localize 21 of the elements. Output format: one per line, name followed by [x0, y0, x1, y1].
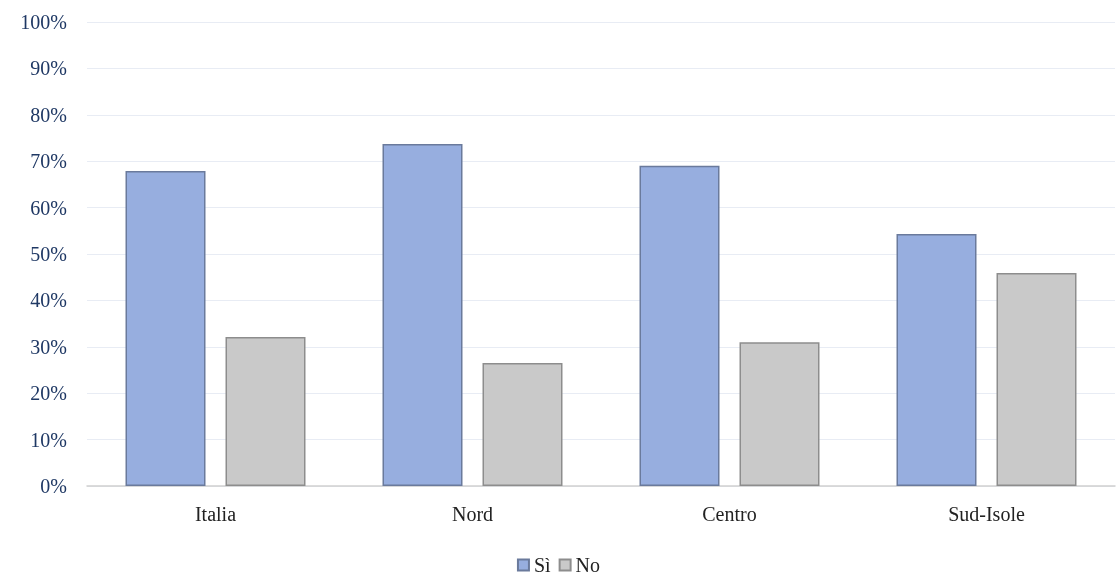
y-tick-label: 30%: [30, 335, 67, 358]
legend-label: No: [575, 554, 601, 576]
y-tick-label: 70%: [30, 150, 67, 173]
y-tick-label: 10%: [30, 428, 67, 451]
bar: [896, 234, 977, 486]
y-tick-label: 80%: [30, 103, 67, 126]
bar: [639, 165, 720, 486]
y-tick-label: 60%: [30, 196, 67, 219]
y-tick-label: 40%: [30, 289, 67, 312]
y-tick-label: 90%: [30, 57, 67, 80]
y-tick-label: 100%: [20, 11, 67, 33]
x-tick-label: Sud-Isole: [948, 503, 1025, 525]
legend-label: Sì: [533, 554, 552, 576]
x-tick-label: Italia: [194, 503, 237, 525]
x-tick-label: Centro: [702, 503, 757, 525]
y-tick-label: 20%: [30, 382, 67, 405]
y-tick-label: 0%: [40, 475, 67, 497]
x-tick-label: Nord: [451, 503, 494, 525]
bar: [125, 170, 206, 486]
y-tick-label: 50%: [30, 243, 67, 265]
bar: [382, 144, 463, 486]
